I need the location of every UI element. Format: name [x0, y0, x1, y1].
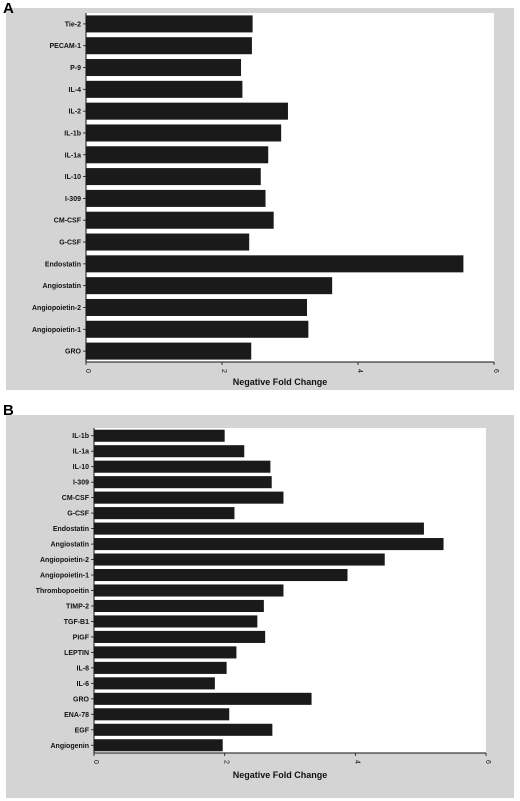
chart-a-category-label-12: Angiostatin [43, 283, 82, 290]
chart-b-category-label-6: Endostatin [53, 526, 89, 533]
chart-b-bar-17 [94, 692, 312, 705]
chart-a-bar-5 [86, 124, 282, 142]
chart-a-category-label-8: I-309 [65, 196, 81, 203]
chart-a-xtick-label-2: 4 [356, 369, 363, 373]
chart-a-bar-1 [86, 37, 252, 55]
chart-b-category-label-10: Thrombopoeitin [36, 588, 89, 595]
chart-b-xtick-label-1: 2 [223, 760, 230, 764]
chart-a-bar-2 [86, 59, 242, 77]
chart-a-category-label-14: Angiopoietin-1 [32, 327, 81, 334]
chart-a-category-label-13: Angiopoietin-2 [32, 305, 81, 312]
chart-a-bar-8 [86, 189, 266, 207]
chart-b-category-label-17: GRO [73, 696, 90, 703]
chart-a-category-label-2: P-9 [70, 65, 81, 72]
chart-a-category-label-6: IL-1a [65, 152, 81, 159]
chart-a-category-label-5: IL-1b [64, 130, 81, 137]
chart-b-bar-8 [94, 553, 385, 566]
chart-b-category-label-2: IL-10 [73, 464, 89, 471]
chart-b-category-label-18: ENA-78 [64, 712, 89, 719]
chart-a-bar-15 [86, 342, 252, 360]
chart-a-category-label-10: G-CSF [59, 240, 82, 247]
chart-b-x-axis-title: Negative Fold Change [233, 770, 328, 780]
chart-b-bar-14 [94, 646, 237, 659]
chart-a-category-label-0: Tie-2 [65, 21, 81, 28]
panel-b-label: B [3, 402, 14, 419]
chart-b-bar-19 [94, 723, 273, 736]
chart-a-bar-4 [86, 102, 288, 120]
chart-b-category-label-1: IL-1a [73, 449, 89, 456]
chart-a-bar-3 [86, 80, 243, 98]
chart-b-bar-18 [94, 708, 230, 721]
chart-b-category-label-16: IL-6 [77, 681, 90, 688]
chart-b-category-label-3: I-309 [73, 480, 89, 487]
chart-b-bar-5 [94, 507, 235, 520]
chart-b-bar-7 [94, 538, 444, 551]
chart-a-category-label-9: CM-CSF [54, 218, 82, 225]
chart-a-category-label-1: PECAM-1 [49, 43, 81, 50]
chart-a-bar-0 [86, 15, 253, 33]
chart-b-category-label-20: Angiogenin [51, 743, 90, 750]
chart-b-bar-2 [94, 460, 271, 473]
chart-b-category-label-13: PIGF [73, 634, 90, 641]
chart-a-bar-6 [86, 146, 269, 164]
chart-a-category-label-3: IL-4 [69, 87, 82, 94]
chart-a-xtick-label-0: 0 [84, 369, 91, 373]
chart-b-category-label-11: TIMP-2 [66, 603, 89, 610]
chart-b-bar-0 [94, 429, 225, 442]
chart-b-bar-3 [94, 476, 272, 489]
chart-a-category-label-4: IL-2 [69, 109, 82, 116]
chart-a-xtick-label-3: 6 [492, 369, 499, 373]
chart-b-category-label-19: EGF [75, 727, 90, 734]
chart-b-bar-6 [94, 522, 424, 535]
chart-b-category-label-7: Angiostatin [51, 542, 90, 549]
chart-b-category-label-14: LEPTIN [64, 650, 89, 657]
chart-a-bar-12 [86, 277, 333, 295]
chart-b-bar-15 [94, 661, 227, 674]
chart-a-category-label-7: IL-10 [65, 174, 81, 181]
chart-b-category-label-15: IL-8 [77, 665, 90, 672]
chart-a-bar-9 [86, 211, 274, 229]
chart-a-bar-11 [86, 255, 464, 273]
chart-b-bar-9 [94, 568, 348, 582]
chart-b-bar-1 [94, 445, 245, 458]
chart-b-category-label-8: Angiopoietin-2 [40, 557, 89, 564]
chart-b-xtick-label-3: 6 [484, 760, 491, 764]
chart-b-category-label-5: G-CSF [67, 511, 90, 518]
chart-a-x-axis-title: Negative Fold Change [233, 377, 328, 387]
chart-b-category-label-12: TGF-B1 [64, 619, 89, 626]
chart-a-category-label-15: GRO [65, 349, 82, 356]
chart-b-bar-12 [94, 615, 258, 628]
chart-b-category-label-9: Angiopoietin-1 [40, 573, 89, 580]
panel-a-label: A [3, 0, 14, 17]
chart-a-bar-13 [86, 298, 307, 316]
chart-a-bar-7 [86, 168, 261, 186]
chart-b-xtick-label-2: 4 [353, 760, 360, 764]
chart-a-bar-14 [86, 320, 309, 338]
chart-b-bar-13 [94, 630, 266, 643]
chart-a-xtick-label-1: 2 [220, 369, 227, 373]
chart-a-bar-10 [86, 233, 250, 251]
chart-b-bar-20 [94, 739, 223, 752]
chart-b-bar-16 [94, 677, 215, 690]
chart-b-bar-10 [94, 584, 284, 597]
chart-b-bar-4 [94, 491, 284, 504]
chart-b-category-label-4: CM-CSF [62, 495, 90, 502]
chart-b-category-label-0: IL-1b [72, 433, 89, 440]
chart-b-xtick-label-0: 0 [92, 760, 99, 764]
chart-b-bar-11 [94, 599, 264, 613]
chart-a-category-label-11: Endostatin [45, 261, 81, 268]
